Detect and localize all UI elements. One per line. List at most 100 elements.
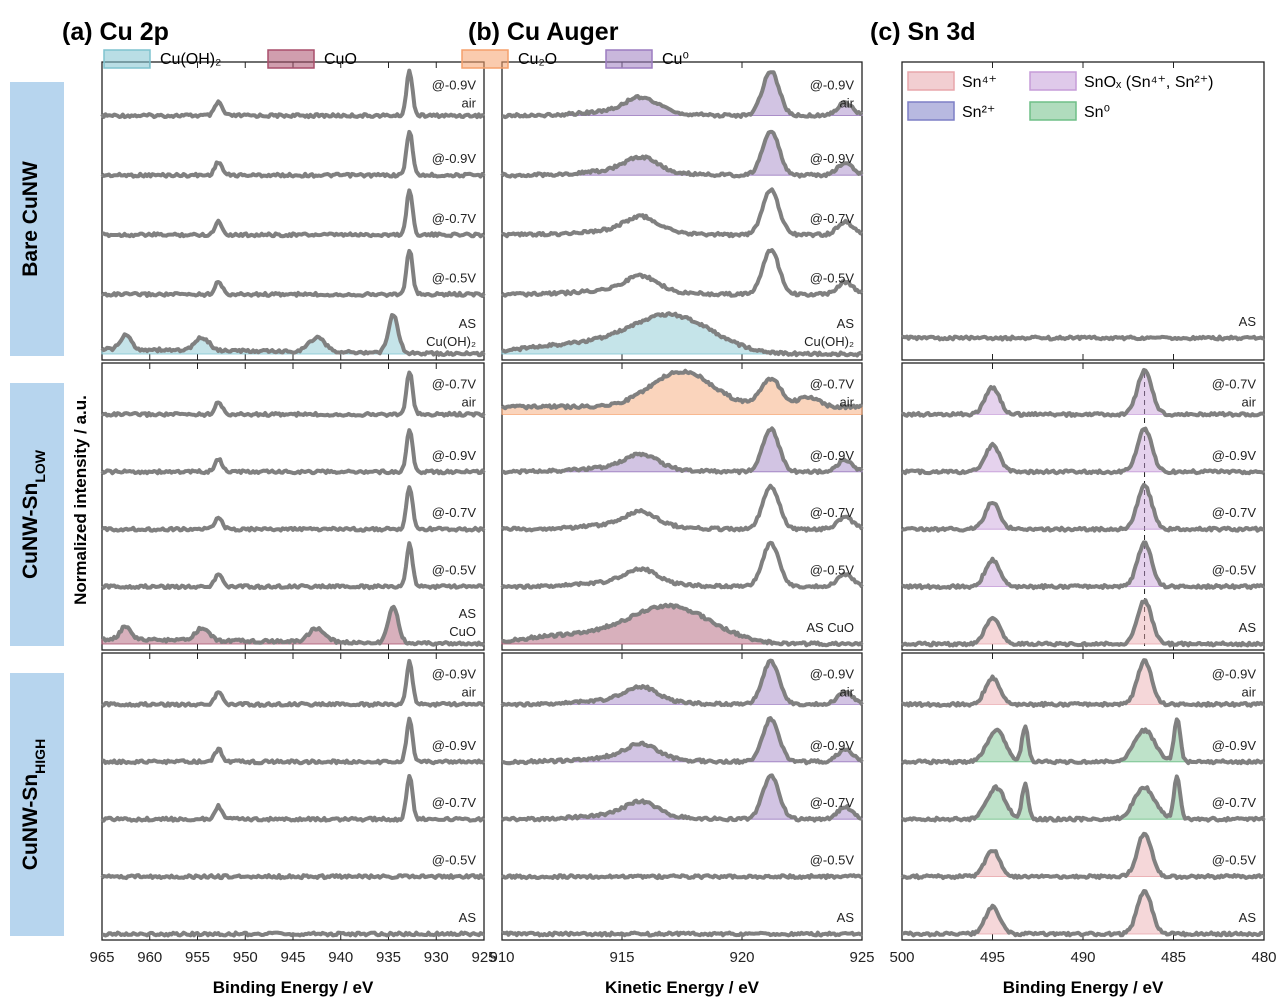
spectrum-label: AS (1239, 910, 1257, 925)
fit-component (502, 775, 863, 820)
fit-component (902, 600, 1264, 645)
spectrum: @-0.5V (500, 540, 864, 590)
data-points (500, 773, 863, 823)
fit-envelope (902, 543, 1264, 587)
plot-frame (101, 362, 485, 651)
x-tick-label: 485 (1161, 949, 1186, 966)
fit-envelope (102, 718, 484, 763)
fit-envelope (102, 486, 484, 530)
data-points (901, 540, 1265, 591)
legend-swatch (1029, 101, 1077, 121)
fit-envelope (102, 776, 484, 820)
legend-label: Cu₂O (518, 51, 557, 68)
fit-component (502, 428, 863, 473)
legend-swatch (461, 49, 509, 69)
spectrum: @-0.9V air (101, 658, 486, 708)
fit-envelope (102, 661, 484, 705)
fit-envelope (902, 717, 1264, 763)
spectrum: @-0.7V air (500, 368, 863, 415)
spectrum-label: @-0.7V (810, 376, 855, 391)
spectrum: @-0.7V (101, 188, 485, 239)
spectrum-label-2: air (840, 684, 855, 699)
spectrum-label: AS (837, 910, 855, 925)
spectrum-label-2: air (1242, 394, 1257, 409)
data-points (101, 658, 486, 708)
fit-envelope (902, 890, 1264, 935)
data-points (101, 716, 486, 766)
spectrum: @-0.7V air (901, 367, 1265, 418)
data-points (101, 188, 485, 239)
panel-title: (a) Cu 2p (62, 18, 169, 46)
legends: Cu(OH)₂ CuO Cu₂O Cu⁰ Sn⁴⁺ SnOₓ (Sn⁴⁺, Sn²⁺) Sn… (103, 49, 1214, 121)
panel-title: (b) Cu Auger (468, 18, 619, 46)
spectrum: @-0.9V air (901, 658, 1265, 708)
legend-label: Sn⁰ (1084, 104, 1110, 121)
fit-envelope (502, 543, 863, 587)
fit-envelope (902, 485, 1264, 530)
spectrum-label: @-0.7V (432, 505, 477, 520)
legend-swatch (103, 49, 151, 69)
plot-frame (501, 61, 863, 361)
data-points (100, 313, 486, 358)
x-tick-label: 940 (328, 949, 353, 966)
spectrum-label: @-0.5V (432, 270, 477, 285)
spectrum: AS Cu(OH)₂ (501, 311, 864, 358)
spectrum: @-0.7V (101, 485, 486, 533)
y-axis-label: Normalized intensity / a.u. (71, 395, 90, 605)
data-points (101, 370, 486, 418)
spectrum-label: AS (459, 606, 477, 621)
spectrum-label-2: air (462, 684, 477, 699)
spectrum: @-0.5V (101, 248, 486, 298)
spectrum-label: @-0.7V (432, 211, 477, 226)
spectrum-label-2: air (840, 96, 855, 111)
spectrum-label: @-0.9V (432, 151, 477, 166)
data-points (101, 485, 486, 533)
legend-label: Cu(OH)₂ (160, 51, 221, 68)
data-points (101, 541, 486, 591)
spectrum-label: AS (1239, 620, 1257, 635)
data-points (901, 482, 1265, 533)
fit-envelope (102, 190, 484, 236)
data-points (100, 68, 485, 120)
fit-component (502, 130, 863, 176)
spectrum-label: @-0.5V (432, 563, 477, 578)
plot-frame (501, 652, 863, 941)
x-tick-label: 480 (1251, 949, 1276, 966)
spectrum: @-0.7V (500, 773, 863, 823)
row-label: CuNW-SnLOW (19, 449, 48, 579)
spectrum-label: @-0.9V (1212, 448, 1257, 463)
spectrum-label: @-0.7V (432, 376, 477, 391)
spectrum: @-0.9V (900, 717, 1265, 766)
spectrum-label: @-0.9V (432, 666, 477, 681)
fit-envelope (502, 189, 863, 236)
data-points (901, 774, 1266, 823)
spectrum-label: @-0.9V (810, 738, 855, 753)
spectrum-label-2: air (1242, 684, 1257, 699)
fit-component (902, 428, 1264, 473)
data-points (500, 483, 864, 533)
data-points (901, 426, 1265, 476)
fit-envelope (902, 661, 1264, 705)
legend-swatch (605, 49, 653, 69)
spectrum: @-0.5V (500, 248, 864, 298)
spectrum-label: @-0.9V (1212, 666, 1257, 681)
spectrum: @-0.9V (501, 716, 864, 766)
x-tick-label: 960 (137, 949, 162, 966)
fit-envelope (502, 775, 863, 820)
spectrum: @-0.7V (501, 187, 863, 239)
spectrum: @-0.9V (500, 129, 864, 179)
spectrum-label: @-0.5V (810, 563, 855, 578)
spectrum-label: @-0.5V (810, 853, 855, 868)
data-points (501, 930, 863, 938)
fit-envelope (902, 833, 1264, 877)
spectrum: AS (901, 314, 1265, 342)
data-points (501, 187, 863, 239)
spectrum-label: @-0.9V (810, 78, 855, 93)
plot-frame (901, 61, 1265, 361)
plot-frame (901, 362, 1265, 651)
fit-envelope (902, 428, 1264, 473)
spectrum: @-0.7V (901, 774, 1266, 823)
x-tick-label: 490 (1070, 949, 1095, 966)
fit-envelope (502, 428, 863, 473)
